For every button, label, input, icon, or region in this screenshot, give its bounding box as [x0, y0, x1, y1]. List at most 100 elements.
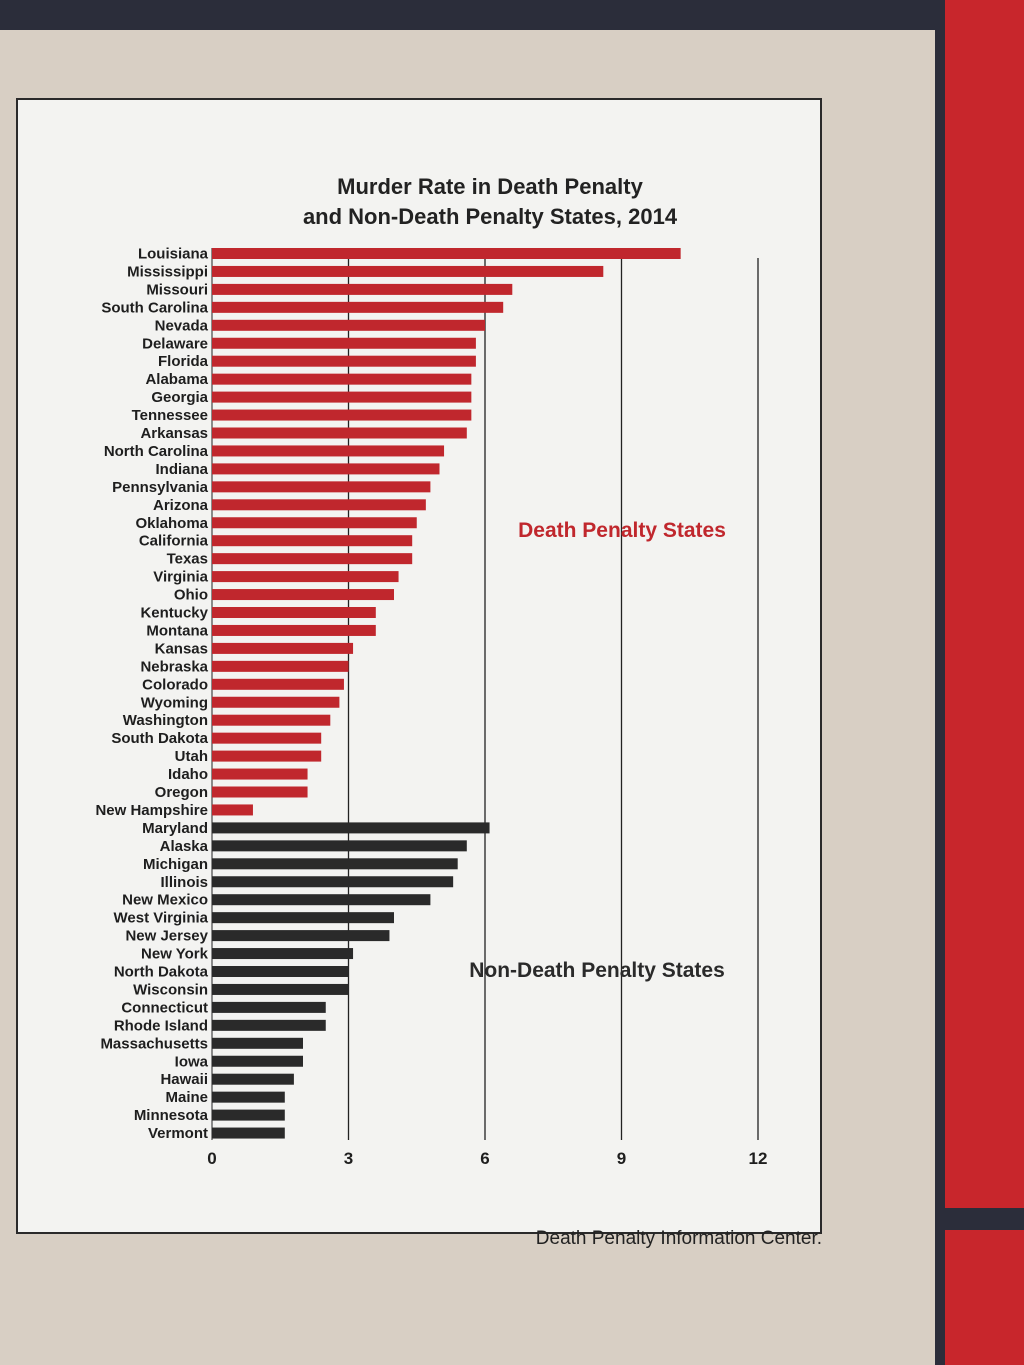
category-label: Massachusetts	[100, 1035, 208, 1052]
bar-georgia	[212, 391, 472, 403]
category-label: Oregon	[155, 784, 208, 801]
category-label: Missouri	[146, 281, 208, 298]
bar-tennessee	[212, 409, 472, 421]
category-label: Iowa	[175, 1053, 209, 1070]
category-label: Montana	[146, 622, 208, 639]
category-label: Tennessee	[132, 407, 208, 424]
category-label: Texas	[167, 551, 208, 568]
category-label: Louisiana	[138, 246, 209, 263]
category-label: Colorado	[142, 676, 208, 693]
category-label: Delaware	[142, 335, 208, 352]
red-wall-panel	[935, 0, 1024, 1365]
bar-michigan	[212, 858, 458, 870]
category-label: Utah	[175, 748, 208, 765]
source-credit: Death Penalty Information Center.	[535, 1228, 822, 1249]
category-label: North Carolina	[104, 443, 209, 460]
bar-north-dakota	[212, 966, 349, 977]
bar-mississippi	[212, 265, 604, 277]
bar-connecticut	[212, 1001, 326, 1013]
category-label: Mississippi	[127, 263, 208, 280]
category-label: South Carolina	[101, 299, 208, 316]
group-label-non-death-penalty: Non-Death Penalty States	[469, 959, 725, 982]
category-label: Georgia	[151, 389, 208, 406]
category-label: New York	[141, 946, 209, 963]
category-label: Oklahoma	[135, 515, 208, 532]
category-label: Illinois	[160, 874, 208, 891]
category-label: New Jersey	[125, 928, 208, 945]
bar-arizona	[212, 499, 426, 511]
category-label: Alaska	[160, 838, 209, 855]
bar-california	[212, 535, 413, 547]
bar-wyoming	[212, 696, 340, 708]
bar-delaware	[212, 337, 476, 349]
category-label: Nebraska	[140, 658, 208, 675]
bar-virginia	[212, 571, 399, 583]
bar-kentucky	[212, 607, 376, 618]
bar-oregon	[212, 786, 308, 798]
category-label: Hawaii	[160, 1071, 208, 1088]
category-label: California	[139, 533, 209, 550]
bar-washington	[212, 714, 331, 726]
bar-indiana	[212, 463, 440, 475]
bar-utah	[212, 750, 322, 762]
category-label: Rhode Island	[114, 1017, 208, 1034]
category-label: South Dakota	[111, 730, 208, 747]
category-label: Connecticut	[121, 999, 208, 1016]
bar-wisconsin	[212, 983, 349, 995]
bar-new-hampshire	[212, 804, 253, 816]
chart-title-line-1: Murder Rate in Death Penalty	[337, 174, 643, 199]
category-label: Kentucky	[140, 605, 208, 622]
category-label: Indiana	[155, 461, 208, 478]
bar-alabama	[212, 373, 472, 385]
category-label: New Mexico	[122, 892, 208, 909]
x-tick-label: 0	[207, 1149, 216, 1168]
bar-west-virginia	[212, 912, 394, 924]
bar-pennsylvania	[212, 481, 431, 493]
category-label: Vermont	[148, 1125, 208, 1142]
bar-new-jersey	[212, 930, 390, 942]
category-label: West Virginia	[114, 910, 209, 927]
bar-texas	[212, 553, 413, 565]
category-label: New Hampshire	[95, 802, 208, 819]
bar-montana	[212, 624, 376, 636]
bar-iowa	[212, 1055, 303, 1067]
category-label: Kansas	[155, 640, 208, 657]
category-label: Wyoming	[141, 694, 208, 711]
bar-new-mexico	[212, 894, 431, 906]
bar-massachusetts	[212, 1037, 303, 1049]
bar-illinois	[212, 876, 454, 888]
bar-south-carolina	[212, 301, 504, 313]
bar-minnesota	[212, 1109, 285, 1121]
category-label: Maine	[165, 1089, 208, 1106]
category-label: Idaho	[168, 766, 208, 783]
category-label: Ohio	[174, 587, 208, 604]
x-tick-label: 9	[617, 1149, 626, 1168]
bar-alaska	[212, 840, 467, 852]
bar-new-york	[212, 948, 354, 960]
category-label: Wisconsin	[133, 981, 208, 998]
category-label: Maryland	[142, 820, 208, 837]
category-label: Arkansas	[140, 425, 208, 442]
category-label: Minnesota	[134, 1107, 209, 1124]
wall-seam-horizontal	[935, 1208, 1024, 1230]
bar-hawaii	[212, 1073, 294, 1085]
bar-north-carolina	[212, 445, 445, 457]
bar-south-dakota	[212, 732, 322, 744]
bar-nevada	[212, 319, 485, 331]
bar-rhode-island	[212, 1019, 326, 1031]
chart-title-line-2: and Non-Death Penalty States, 2014	[303, 204, 678, 229]
bar-colorado	[212, 678, 344, 690]
category-label: Nevada	[155, 317, 209, 334]
bar-ohio	[212, 589, 394, 601]
bar-missouri	[212, 283, 513, 295]
bar-maryland	[212, 822, 490, 834]
x-tick-label: 12	[749, 1149, 768, 1168]
category-label: Virginia	[153, 569, 208, 586]
category-label: Arizona	[153, 497, 209, 514]
bar-arkansas	[212, 427, 467, 439]
bar-kansas	[212, 642, 354, 654]
category-label: Michigan	[143, 856, 208, 873]
category-label: North Dakota	[114, 964, 209, 981]
bar-vermont	[212, 1127, 285, 1139]
